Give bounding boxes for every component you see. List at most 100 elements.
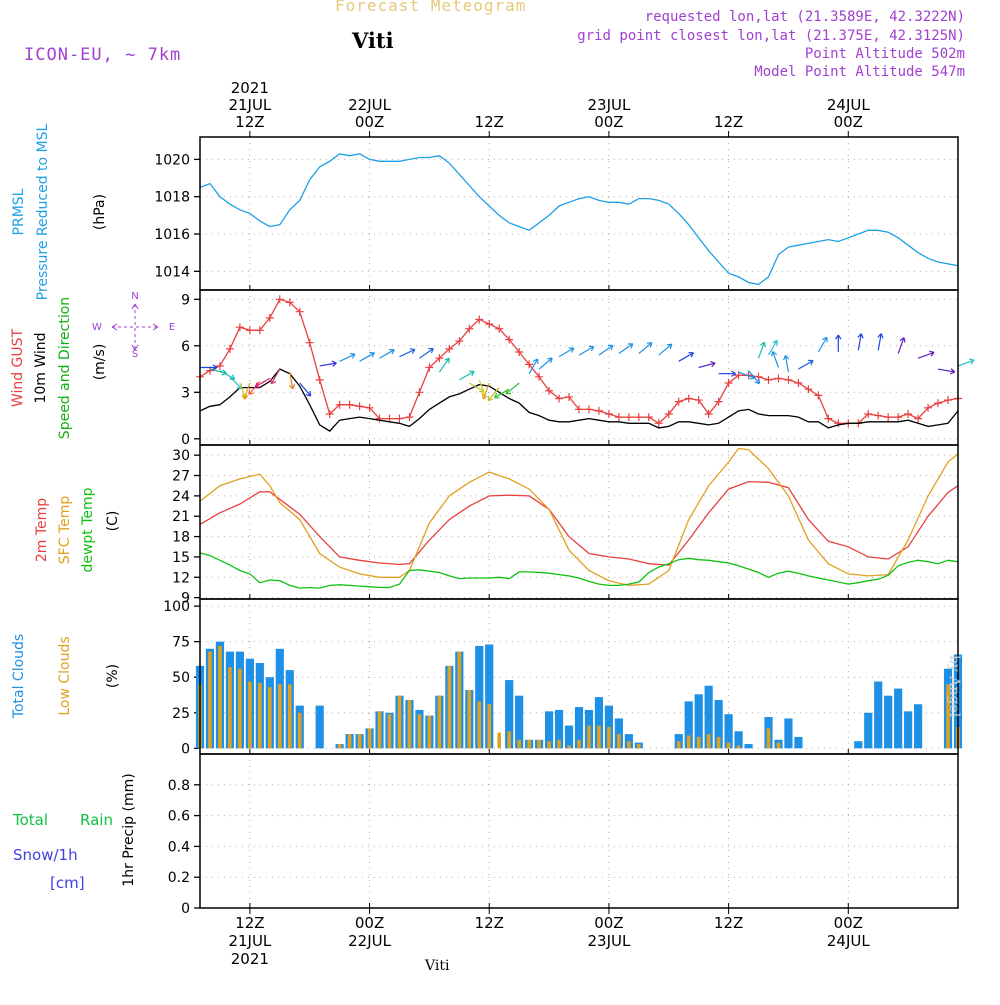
- wind-arrow: [658, 343, 673, 356]
- low-cloud-bar: [617, 734, 621, 749]
- wind-arrow: [459, 370, 475, 381]
- gust-marker: [495, 324, 504, 333]
- bottom-tick-label: 22JUL: [348, 932, 391, 950]
- y-tick-label: 30: [172, 448, 190, 464]
- y-tick-label: 21: [172, 509, 190, 525]
- gust-marker: [575, 405, 583, 414]
- top-tick-label: 22JUL: [348, 96, 391, 114]
- gust-marker: [624, 413, 633, 422]
- gust-marker: [475, 315, 484, 324]
- wind-arrow: [339, 352, 356, 362]
- top-tick-label: 12Z: [235, 113, 264, 131]
- low-cloud-bar: [676, 741, 681, 749]
- gust-marker: [555, 394, 564, 403]
- low-cloud-bar: [437, 695, 442, 749]
- wind-arrow-shaft: [784, 355, 790, 373]
- wind-arrow-shaft: [877, 333, 882, 351]
- footer-location: Viti: [425, 958, 450, 974]
- wind-arrow-head: [627, 343, 634, 349]
- low-cloud-bar: [527, 739, 531, 749]
- wind-arrow-shaft: [248, 381, 261, 395]
- wind-arrow-head: [710, 361, 716, 368]
- total-cloud-bar: [315, 705, 324, 749]
- wind-arrow: [487, 387, 500, 402]
- wind-arrow-shaft: [738, 371, 755, 379]
- gust-marker: [285, 298, 294, 307]
- wind-arrow-head: [288, 384, 296, 390]
- wind-arrow: [505, 382, 520, 395]
- top-tick-label: 00Z: [355, 113, 384, 131]
- pressure-label-msl: Pressure Reduced to MSL: [35, 123, 51, 300]
- wind-arrow: [538, 357, 553, 370]
- low-cloud-bar: [238, 668, 242, 749]
- gust-marker: [355, 402, 364, 411]
- total-cloud-bar: [854, 741, 863, 749]
- low-cloud-bar: [427, 715, 432, 749]
- wind-arrow-shaft: [558, 347, 575, 358]
- total-cloud-bar: [734, 731, 743, 749]
- wind-arrow-head: [754, 378, 761, 385]
- wind-arrow: [254, 377, 271, 388]
- total-cloud-bar: [515, 695, 524, 749]
- wind-arrow-head: [666, 343, 673, 350]
- gust-marker: [375, 414, 384, 423]
- low-cloud-bar: [447, 665, 452, 749]
- wind-arrow-shaft: [482, 382, 490, 400]
- wind-arrow: [558, 347, 575, 358]
- gust-marker: [265, 313, 274, 322]
- wind-arrow: [359, 351, 375, 362]
- low-cloud-bar: [736, 745, 741, 749]
- wind-arrow-head: [588, 345, 595, 352]
- wind-arrow: [481, 382, 490, 400]
- wind-arrow: [937, 368, 956, 375]
- wind-label-gust: Wind GUST: [10, 328, 26, 407]
- gridpoint-coordinates: grid point closest lon,lat (21.375E, 42.…: [577, 28, 965, 44]
- wind-arrow-head: [532, 358, 539, 364]
- wind-arrow: [748, 370, 761, 385]
- wind-arrow-head: [688, 351, 694, 358]
- gust-marker: [365, 403, 374, 412]
- gust-marker: [924, 403, 933, 412]
- wind-arrow: [598, 344, 614, 356]
- wind-arrow-shaft: [897, 337, 905, 354]
- wind-arrow-head: [731, 370, 736, 377]
- pressure-label-prmsl: PRMSL: [11, 188, 27, 235]
- temp-unit: (C): [105, 511, 121, 532]
- wind-arrow: [698, 361, 716, 369]
- wind-arrow-head: [760, 341, 767, 348]
- low-cloud-bar: [507, 731, 511, 749]
- y-tick-label: 50: [172, 670, 190, 686]
- pressure-unit: (hPa): [92, 194, 108, 230]
- gust-marker: [515, 348, 524, 356]
- y-tick-label: 24: [172, 489, 190, 505]
- wind-arrow: [528, 358, 539, 375]
- gust-marker: [904, 410, 913, 418]
- wind-arrow: [783, 355, 790, 373]
- wind-arrow-shaft: [857, 333, 862, 351]
- y-tick-label: 1014: [154, 264, 190, 280]
- wind-arrow-head: [242, 393, 249, 400]
- y-tick-label: 0.4: [168, 839, 190, 855]
- gust-marker: [604, 410, 613, 418]
- wind-arrow-head: [469, 370, 475, 377]
- low-cloud-bar: [706, 734, 711, 749]
- y-tick-label: 18: [172, 530, 190, 546]
- wind-arrow-head: [505, 388, 512, 395]
- precip-label-rain: Rain: [80, 811, 113, 829]
- low-cloud-bar: [457, 651, 462, 749]
- total-cloud-bar: [554, 709, 564, 749]
- precip-label-snow: Snow/1h: [13, 846, 78, 864]
- gust-marker: [545, 386, 554, 395]
- wind-arrow-shaft: [772, 351, 780, 368]
- gust-marker: [325, 410, 334, 418]
- bottom-tick-label: 2021: [231, 950, 269, 968]
- gust-marker: [345, 400, 354, 409]
- precip-label-total: Total: [12, 811, 48, 829]
- top-tick-label: 12Z: [475, 113, 504, 131]
- compass-e: E: [169, 322, 175, 333]
- total-cloud-bar: [894, 688, 903, 749]
- wind-arrow-shaft: [339, 353, 356, 362]
- low-cloud-bar: [766, 728, 771, 749]
- wind-arrow-shaft: [678, 352, 694, 362]
